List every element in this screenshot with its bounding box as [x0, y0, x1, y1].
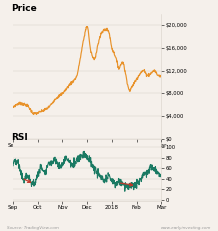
Text: Price: Price [12, 4, 37, 13]
Text: RSI: RSI [12, 134, 28, 143]
Text: www.earlyinvesting.com: www.earlyinvesting.com [161, 226, 211, 230]
Text: Source: TradingView.com: Source: TradingView.com [7, 226, 58, 230]
